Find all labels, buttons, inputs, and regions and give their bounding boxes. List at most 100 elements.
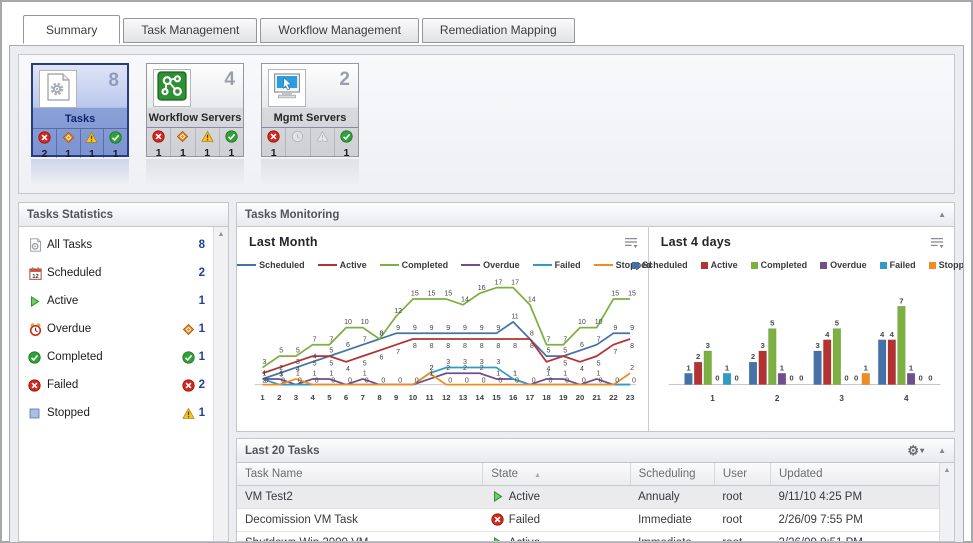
completed-icon [340, 130, 353, 147]
column-header-user[interactable]: User [714, 463, 772, 486]
tab-workflow-management[interactable]: Workflow Management [260, 18, 419, 43]
collapse-panel-icon[interactable]: ▲ [938, 445, 946, 455]
stats-item-scheduled[interactable]: 12 Scheduled 2 [19, 259, 213, 287]
tab-remediation-mapping[interactable]: Remediation Mapping [421, 18, 575, 43]
svg-text:2: 2 [630, 365, 634, 372]
tasks-completed-count: 1 [112, 148, 119, 160]
svg-text:0: 0 [348, 378, 352, 385]
svg-text:0: 0 [415, 378, 419, 385]
scroll-up-icon[interactable]: ▲ [943, 467, 951, 474]
workflow-servers-card[interactable]: 4 Workflow Servers 1 1 1 1 [146, 63, 244, 159]
svg-text:3: 3 [296, 359, 300, 366]
legend-swatch [750, 261, 758, 269]
tab-task-management[interactable]: Task Management [123, 18, 258, 43]
failed-icon [28, 378, 47, 392]
column-header-scheduling[interactable]: Scheduling [630, 463, 715, 486]
svg-text:0: 0 [548, 378, 552, 385]
legend-swatch [317, 264, 337, 266]
svg-text:6: 6 [346, 342, 350, 349]
tasks-monitoring-title: Tasks Monitoring [245, 208, 340, 221]
stats-item-failed[interactable]: Failed 2 [19, 371, 213, 399]
tasks-card-col: 8 Tasks 2 1 1 1 [31, 63, 129, 193]
svg-text:7: 7 [329, 336, 333, 343]
svg-text:16: 16 [509, 393, 518, 402]
tasks-monitoring-header: Tasks Monitoring ▲ [237, 203, 954, 227]
sort-ascending-icon: ▲ [534, 471, 541, 479]
svg-text:8: 8 [413, 343, 417, 350]
svg-text:9: 9 [613, 325, 617, 332]
svg-text:17: 17 [526, 393, 535, 402]
stats-item-active[interactable]: Active 1 [19, 287, 213, 315]
tasks-statistics-list: All Tasks 8 12 Scheduled 2 Active 1 Overdue 1 Com… [19, 227, 213, 541]
column-header-updated[interactable]: Updated [770, 463, 939, 486]
svg-text:9: 9 [480, 325, 484, 332]
table-row-vm-test2[interactable]: VM Test2 Active Annualy root 9/11/10 4:25 PM [237, 485, 939, 509]
stats-item-stopped[interactable]: Stopped 1 [19, 399, 213, 427]
svg-text:14: 14 [528, 296, 536, 303]
svg-text:0: 0 [365, 378, 369, 385]
svg-text:15: 15 [444, 291, 452, 298]
failed-icon [38, 131, 51, 148]
stats-item-overdue[interactable]: Overdue 1 [19, 315, 213, 343]
svg-text:0: 0 [532, 378, 536, 385]
scroll-up-icon[interactable]: ▲ [217, 231, 225, 238]
svg-text:8: 8 [463, 343, 467, 350]
column-header-state[interactable]: State ▲ [482, 463, 631, 486]
svg-text:17: 17 [494, 279, 502, 286]
legend-swatch [700, 261, 708, 269]
svg-text:8: 8 [377, 393, 382, 402]
last-4-days-chart-title: Last 4 days [660, 235, 732, 249]
svg-text:3: 3 [705, 341, 709, 350]
workflow-card-title: Workflow Servers [148, 112, 242, 124]
svg-text:1: 1 [430, 371, 434, 378]
chart-menu-icon[interactable] [930, 236, 944, 254]
svg-text:3: 3 [463, 359, 467, 366]
collapse-panel-icon[interactable]: ▲ [938, 209, 946, 219]
svg-text:7: 7 [899, 296, 903, 305]
svg-text:4: 4 [547, 366, 551, 373]
svg-text:16: 16 [478, 285, 486, 292]
svg-text:0: 0 [799, 374, 803, 383]
tasks-card[interactable]: 8 Tasks 2 1 1 1 [31, 63, 129, 160]
stats-item-value: 1 [181, 407, 205, 420]
svg-text:12: 12 [442, 393, 451, 402]
svg-text:14: 14 [475, 393, 484, 402]
last-4-days-chart-box: Last 4 days Scheduled Active Completed Over… [632, 227, 963, 431]
stats-scrollbar[interactable]: ▲ [213, 227, 228, 541]
svg-text:3: 3 [839, 394, 844, 403]
stats-item-label: Overdue [47, 323, 92, 335]
workflow-overdue-count: 1 [179, 147, 186, 159]
stats-item-completed[interactable]: Completed 1 [19, 343, 213, 371]
chart-menu-icon[interactable] [624, 236, 638, 254]
svg-text:8: 8 [530, 331, 534, 338]
svg-text:0: 0 [448, 378, 452, 385]
svg-text:5: 5 [329, 348, 333, 355]
mgmt-monitor-icon [268, 69, 306, 107]
stopped-icon [28, 407, 47, 420]
workflow-count: 4 [224, 69, 235, 90]
stats-item-all-tasks[interactable]: All Tasks 8 [19, 231, 213, 259]
svg-text:2: 2 [430, 365, 434, 372]
legend-swatch [928, 261, 936, 269]
stats-item-label: Scheduled [47, 267, 102, 279]
table-settings-gear-icon[interactable]: ⚙▾ [907, 443, 925, 458]
svg-text:8: 8 [480, 343, 484, 350]
legend-item-stopped: Stopped [928, 260, 963, 270]
cell-user: root [714, 508, 771, 532]
stats-item-label: Completed [47, 351, 103, 363]
table-row-decomission-vm-task[interactable]: Decomission VM Task Failed Immediate root 2/… [237, 508, 939, 532]
svg-text:5: 5 [834, 319, 839, 328]
mgmt-count: 2 [339, 69, 350, 90]
warning-badge-icon [181, 407, 195, 420]
workflow-card-reflection [146, 159, 244, 191]
svg-text:1: 1 [710, 394, 715, 403]
table-scrollbar[interactable]: ▲ [939, 463, 954, 541]
tab-summary[interactable]: Summary [23, 15, 121, 44]
legend-item-completed: Completed [750, 260, 807, 270]
column-header-task-name[interactable]: Task Name [237, 463, 484, 486]
mgmt-servers-card[interactable]: 2 Mgmt Servers 1 1 [261, 63, 359, 159]
svg-text:8: 8 [630, 343, 634, 350]
svg-text:5: 5 [329, 360, 333, 367]
